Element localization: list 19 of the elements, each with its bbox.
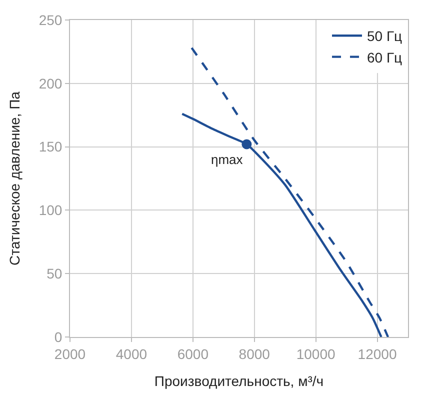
- x-tick-label: 2000: [54, 346, 86, 362]
- x-tick-label: 12000: [358, 346, 397, 362]
- legend-label: 50 Гц: [367, 28, 402, 44]
- y-tick-label: 0: [54, 328, 62, 345]
- y-axis-title: Статическое давление, Па: [6, 91, 22, 266]
- legend-label: 60 Гц: [367, 49, 402, 66]
- x-tick-label: 10000: [296, 346, 336, 362]
- y-tick-label: 100: [38, 202, 62, 218]
- x-tick-label: 4000: [116, 346, 148, 362]
- x-tick-label: 6000: [177, 346, 209, 362]
- line-series: [190, 46, 390, 337]
- y-tick-label: 250: [38, 12, 62, 28]
- y-tick-label: 200: [38, 75, 62, 92]
- y-tick-label: 50: [46, 266, 62, 282]
- x-axis-title: Производительность, м³/ч: [154, 373, 324, 390]
- line-series: [181, 112, 382, 337]
- x-tick-label: 8000: [238, 346, 270, 362]
- y-tick-label: 150: [38, 138, 62, 155]
- annotation: ηmax: [211, 152, 244, 167]
